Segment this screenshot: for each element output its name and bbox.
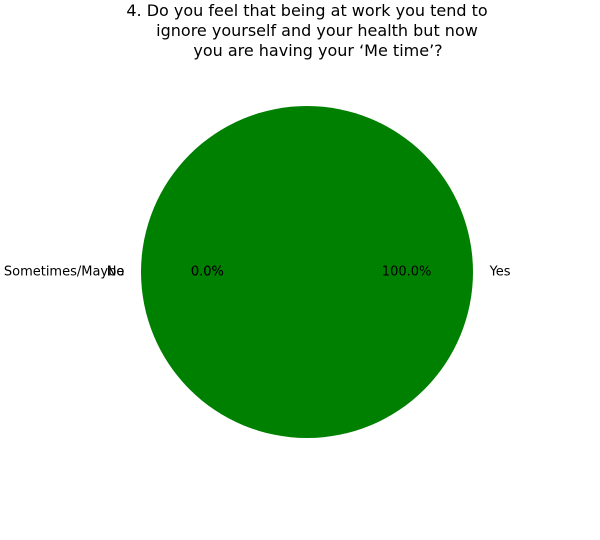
chart-title-line-1: 4. Do you feel that being at work you te… (126, 1, 487, 20)
slice-label-sometimes-maybe: Sometimes/Maybe (4, 265, 125, 280)
pie-slice-yes (141, 106, 473, 438)
pie-slices (141, 106, 473, 438)
slice-percent-no: 0.0% (191, 265, 224, 280)
slice-percent-sometimes-maybe: 0.0% (191, 265, 224, 280)
chart-title-line-2: ignore yourself and your health but now (156, 21, 478, 40)
slice-label-yes: Yes (489, 265, 511, 280)
chart-title-line-3: you are having your ‘Me time’? (193, 41, 442, 60)
slice-percent-yes: 100.0% (382, 265, 432, 280)
chart-title: 4. Do you feel that being at work you te… (126, 1, 487, 60)
slice-label-no: No (107, 265, 125, 280)
